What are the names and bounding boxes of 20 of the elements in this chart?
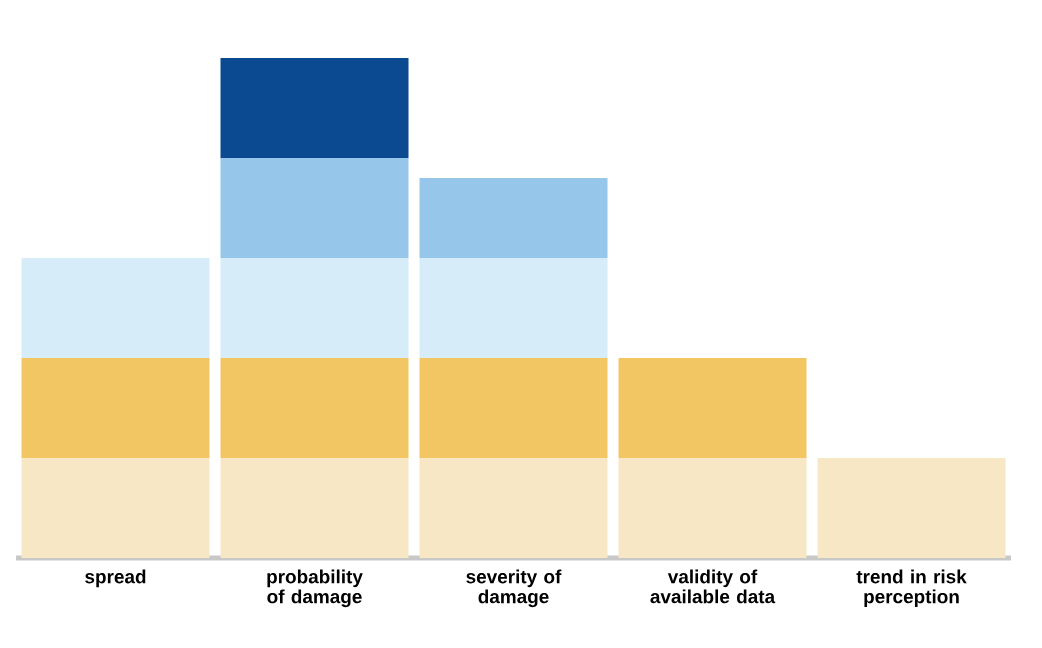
bar: [220, 357, 409, 458]
bar: [21, 457, 210, 558]
bar: [618, 457, 807, 558]
bar: [817, 457, 1006, 558]
x-tick-label: validity of available data: [650, 569, 776, 604]
bar: [21, 357, 210, 458]
bar: [419, 257, 608, 358]
x-tick-label: trend in risk perception: [856, 569, 967, 608]
bar: [419, 177, 608, 258]
bar: [419, 357, 608, 458]
bar: [220, 157, 409, 258]
x-tick-label: probability of damage: [267, 569, 363, 608]
x-tick-label: spread: [85, 569, 146, 588]
bar: [419, 457, 608, 558]
bar: [220, 457, 409, 558]
bar: [220, 257, 409, 358]
bar: [618, 357, 807, 458]
bar: [21, 257, 210, 358]
bar: [220, 57, 409, 158]
x-tick-label: severity of damage: [466, 569, 562, 608]
